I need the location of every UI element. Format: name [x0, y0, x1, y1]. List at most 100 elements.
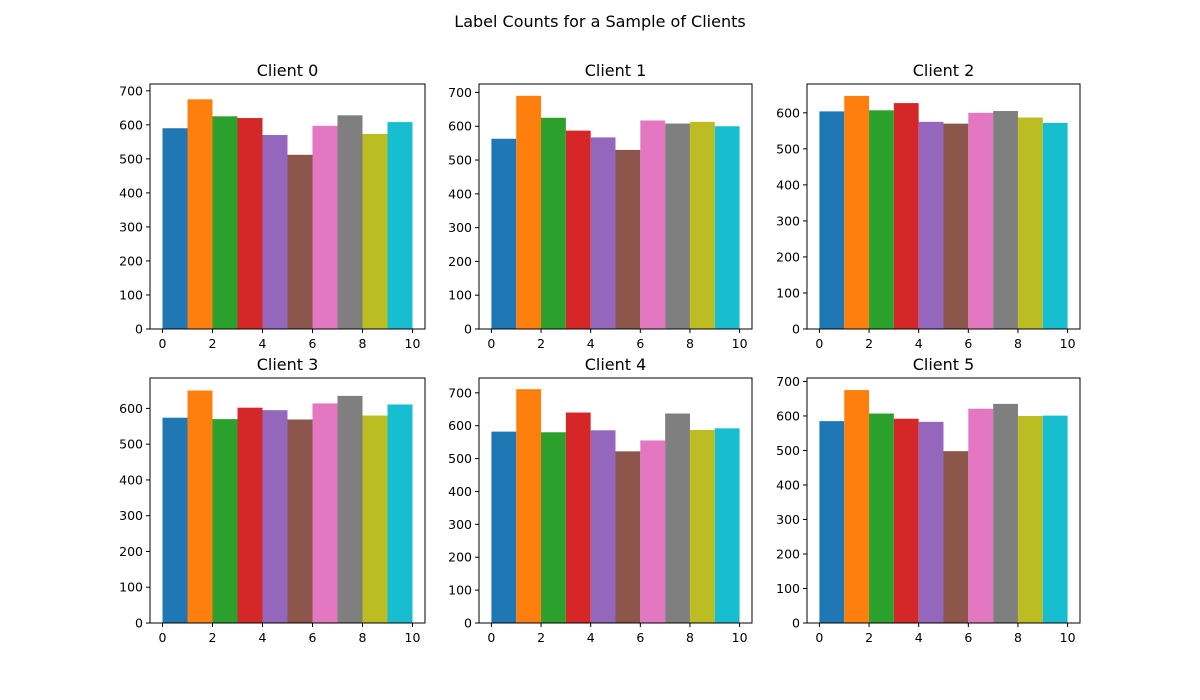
- y-tick-label: 0: [792, 616, 800, 631]
- y-tick-label: 600: [776, 105, 800, 120]
- bar: [387, 404, 413, 623]
- y-tick-label: 100: [448, 288, 472, 303]
- y-tick-label: 0: [135, 616, 143, 631]
- y-tick-label: 500: [776, 443, 800, 458]
- x-tick-label: 8: [1014, 630, 1022, 645]
- bar: [237, 118, 263, 330]
- x-tick-label: 6: [636, 630, 644, 645]
- x-tick-label: 2: [537, 336, 545, 351]
- x-tick-label: 8: [1014, 336, 1022, 351]
- x-tick-label: 6: [964, 630, 972, 645]
- bar: [943, 451, 969, 623]
- figure-title: Label Counts for a Sample of Clients: [454, 12, 745, 31]
- x-tick-label: 2: [537, 630, 545, 645]
- bar: [1042, 415, 1068, 623]
- x-tick-label: 2: [209, 336, 217, 351]
- y-tick-label: 300: [776, 512, 800, 527]
- y-tick-label: 200: [119, 544, 143, 559]
- axes-frame: [806, 83, 1081, 330]
- bar: [714, 126, 740, 329]
- y-tick-label: 500: [448, 451, 472, 466]
- y-tick-label: 0: [464, 322, 472, 337]
- bar: [212, 419, 238, 623]
- subplot-title: Client 3: [257, 355, 319, 374]
- y-tick-label: 700: [119, 83, 143, 98]
- x-tick-label: 0: [487, 336, 495, 351]
- y-tick-label: 100: [119, 580, 143, 595]
- bar: [918, 421, 944, 623]
- bar: [337, 395, 363, 623]
- x-tick-label: 2: [209, 630, 217, 645]
- x-tick-label: 10: [405, 630, 421, 645]
- bar: [516, 95, 542, 330]
- y-tick-label: 600: [448, 119, 472, 134]
- y-tick-label: 700: [448, 385, 472, 400]
- x-tick-label: 6: [309, 630, 317, 645]
- bar: [968, 408, 994, 623]
- bar: [516, 389, 542, 623]
- x-tick-label: 2: [865, 630, 873, 645]
- x-tick-label: 0: [487, 630, 495, 645]
- bar: [337, 115, 363, 329]
- x-tick-label: 4: [259, 336, 267, 351]
- bar: [893, 418, 919, 623]
- x-tick-label: 4: [915, 630, 923, 645]
- bar: [590, 430, 616, 623]
- subplot-title: Client 1: [585, 61, 647, 80]
- x-tick-label: 6: [309, 336, 317, 351]
- bar: [640, 120, 666, 329]
- axes-frame: [478, 83, 753, 330]
- x-tick-label: 6: [636, 336, 644, 351]
- y-tick-label: 200: [448, 550, 472, 565]
- bar: [362, 415, 388, 623]
- y-tick-label: 400: [776, 177, 800, 192]
- y-tick-label: 600: [448, 418, 472, 433]
- bar: [237, 407, 263, 623]
- bar: [565, 130, 591, 329]
- y-tick-label: 400: [448, 186, 472, 201]
- bar: [541, 432, 566, 623]
- x-tick-label: 10: [1060, 336, 1076, 351]
- bar: [640, 440, 666, 623]
- y-tick-label: 400: [119, 472, 143, 487]
- y-tick-label: 500: [119, 437, 143, 452]
- bar: [819, 111, 845, 329]
- x-tick-label: 6: [964, 336, 972, 351]
- bar: [262, 410, 288, 623]
- bar: [590, 137, 616, 329]
- bar: [187, 99, 213, 329]
- bar: [993, 403, 1018, 623]
- bar: [312, 403, 338, 623]
- y-tick-label: 100: [119, 287, 143, 302]
- y-tick-label: 600: [776, 408, 800, 423]
- y-tick-label: 200: [448, 254, 472, 269]
- bar: [869, 413, 894, 623]
- y-tick-label: 200: [119, 253, 143, 268]
- bar: [287, 419, 313, 623]
- bar: [665, 413, 690, 623]
- y-tick-label: 300: [119, 508, 143, 523]
- axes-frame: [149, 377, 426, 624]
- bar: [893, 103, 919, 330]
- x-tick-label: 4: [587, 630, 595, 645]
- bar: [615, 149, 641, 329]
- y-tick-label: 400: [448, 484, 472, 499]
- subplot-title: Client 4: [585, 355, 647, 374]
- bar: [541, 117, 566, 329]
- y-tick-label: 0: [792, 322, 800, 337]
- axes-frame: [149, 83, 426, 330]
- bar: [312, 125, 338, 330]
- y-tick-label: 100: [776, 581, 800, 596]
- bar: [714, 428, 740, 623]
- x-tick-label: 4: [259, 630, 267, 645]
- axes-frame: [478, 377, 753, 624]
- bar: [918, 121, 944, 330]
- bar: [844, 95, 870, 329]
- bar: [262, 135, 288, 329]
